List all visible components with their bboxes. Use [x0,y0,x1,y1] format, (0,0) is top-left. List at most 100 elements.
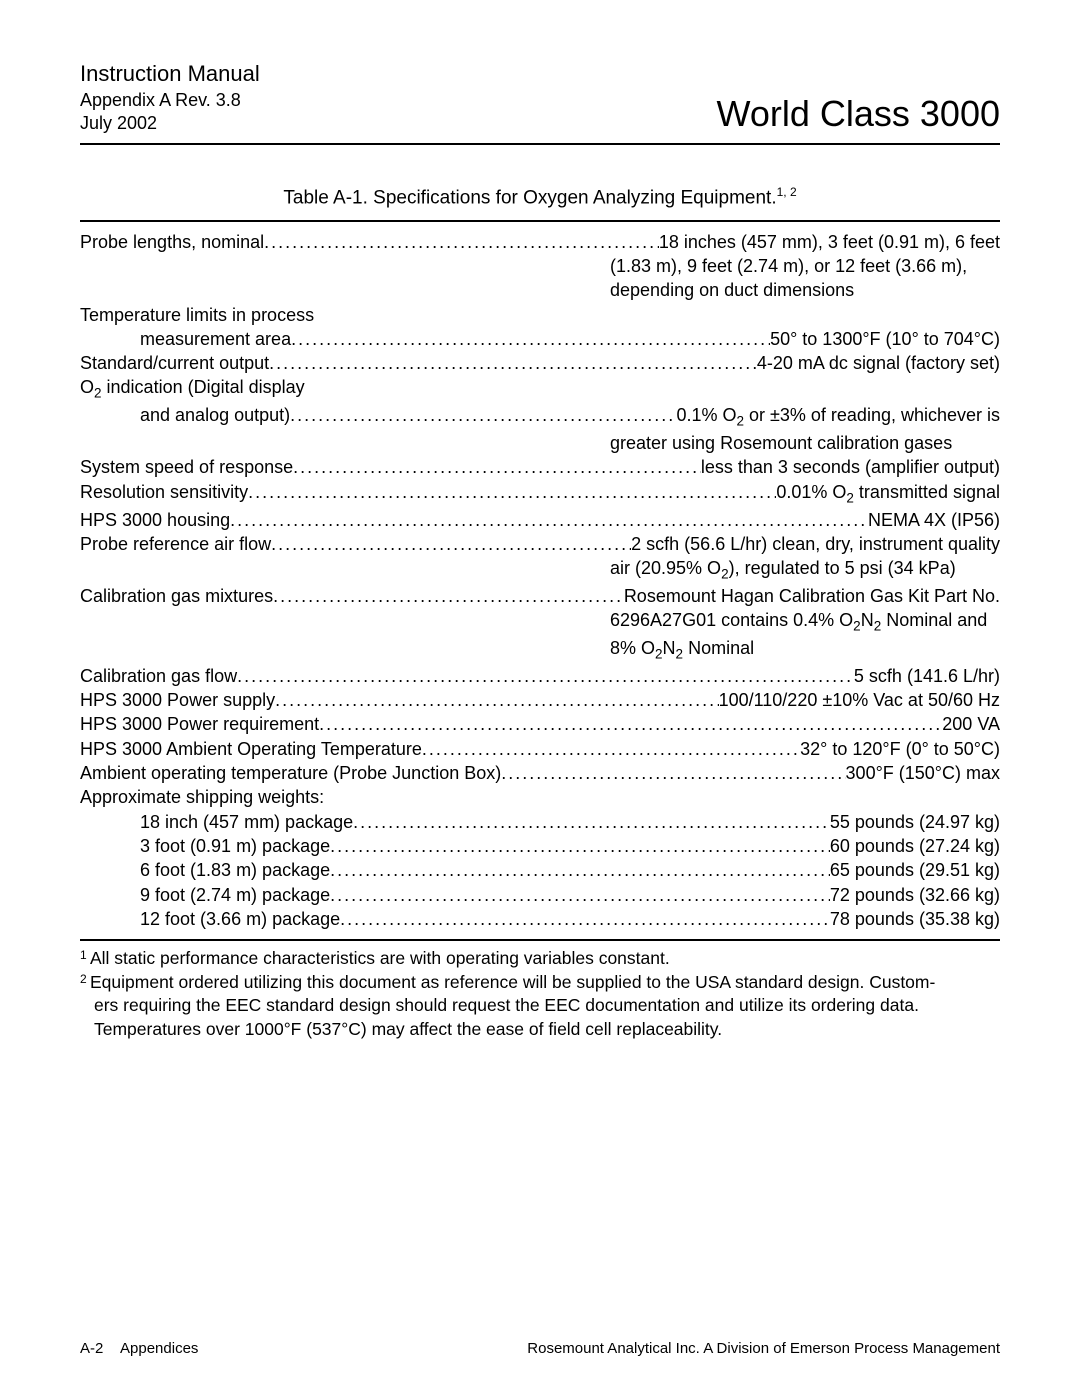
leader-dots: ........................................… [319,712,942,736]
spec-label: measurement area [80,327,291,351]
footer-section: Appendices [120,1340,198,1357]
spec-row: 9 foot (2.74 m) package.................… [80,883,1000,907]
header-date: July 2002 [80,112,260,135]
footnote-continuation: ers requiring the EEC standard design sh… [80,994,1000,1018]
leader-dots: ........................................… [291,327,770,351]
spec-row: Ambient operating temperature (Probe Jun… [80,761,1000,785]
footnote: 2Equipment ordered utilizing this docume… [80,971,1000,995]
page-footer: A-2 Appendices Rosemount Analytical Inc.… [80,1340,1000,1357]
leader-dots: ........................................… [230,508,868,532]
spec-value-continuation: 6296A27G01 contains 0.4% O2N2 Nominal an… [80,608,1000,636]
spec-value: 300°F (150°C) max [846,761,1000,785]
spec-value-continuation: greater using Rosemount calibration gase… [80,431,1000,455]
leader-dots: ........................................… [269,351,757,375]
specifications-table: Probe lengths, nominal .................… [80,220,1000,941]
spec-label: Calibration gas flow [80,664,237,688]
page-header: Instruction Manual Appendix A Rev. 3.8 J… [80,60,1000,145]
spec-row: Probe lengths, nominal .................… [80,230,1000,254]
spec-label: Temperature limits in process [80,303,314,327]
spec-value-continuation: depending on duct dimensions [80,278,1000,302]
manual-title: Instruction Manual [80,60,260,89]
table-title-text: Table A-1. Specifications for Oxygen Ana… [283,188,776,209]
footnotes-block: 1All static performance characteristics … [80,947,1000,1042]
footer-right: Rosemount Analytical Inc. A Division of … [527,1340,1000,1357]
spec-row: System speed of response................… [80,455,1000,479]
leader-dots: ........................................… [264,230,659,254]
spec-value: less than 3 seconds (amplifier output) [701,455,1000,479]
footnote-text: Equipment ordered utilizing this documen… [90,971,1000,995]
spec-row: HPS 3000 Power supply...................… [80,688,1000,712]
leader-dots: ........................................… [248,480,776,504]
spec-value: 0.1% O2 or ±3% of reading, whichever is [676,403,1000,431]
footnote-text: All static performance characteristics a… [90,947,1000,971]
leader-dots: ........................................… [271,532,631,556]
appendix-rev: Appendix A Rev. 3.8 [80,89,260,112]
spec-row: HPS 3000 Ambient Operating Temperature .… [80,737,1000,761]
spec-value: 0.01% O2 transmitted signal [776,480,1000,508]
leader-dots: ........................................… [290,403,676,427]
spec-label: Calibration gas mixtures [80,584,273,608]
leader-dots: ........................................… [501,761,845,785]
spec-label: Approximate shipping weights: [80,785,324,809]
spec-row: Calibration gas flow ...................… [80,664,1000,688]
leader-dots: ........................................… [293,455,701,479]
spec-value: NEMA 4X (IP56) [868,508,1000,532]
header-left-block: Instruction Manual Appendix A Rev. 3.8 J… [80,60,260,135]
spec-label: HPS 3000 Power supply [80,688,275,712]
spec-value: 200 VA [942,712,1000,736]
spec-value: 50° to 1300°F (10° to 704°C) [770,327,1000,351]
spec-label: Probe lengths, nominal [80,230,264,254]
leader-dots: ........................................… [330,883,830,907]
spec-label: Probe reference air flow [80,532,271,556]
spec-section-heading: O2 indication (Digital display [80,375,1000,403]
spec-value: Rosemount Hagan Calibration Gas Kit Part… [624,584,1000,608]
spec-label: O2 indication (Digital display [80,375,305,403]
spec-row: HPS 3000 housing........................… [80,508,1000,532]
footer-page-number: A-2 [80,1340,103,1357]
spec-value: 18 inches (457 mm), 3 feet (0.91 m), 6 f… [659,230,1000,254]
spec-value: 72 pounds (32.66 kg) [830,883,1000,907]
spec-label: 9 foot (2.74 m) package [80,883,330,907]
spec-label: 18 inch (457 mm) package [80,810,353,834]
spec-row: Calibration gas mixtures................… [80,584,1000,608]
footnote-continuation: Temperatures over 1000°F (537°C) may aff… [80,1018,1000,1042]
leader-dots: ........................................… [340,907,830,931]
spec-section-heading: Approximate shipping weights: [80,785,1000,809]
leader-dots: ........................................… [353,810,830,834]
spec-value: 32° to 120°F (0° to 50°C) [800,737,1000,761]
spec-label: HPS 3000 Ambient Operating Temperature [80,737,422,761]
spec-label: System speed of response [80,455,293,479]
spec-value: 60 pounds (27.24 kg) [830,834,1000,858]
spec-value-continuation: (1.83 m), 9 feet (2.74 m), or 12 feet (3… [80,254,1000,278]
spec-label: 3 foot (0.91 m) package [80,834,330,858]
leader-dots: ........................................… [275,688,718,712]
spec-value-continuation: 8% O2N2 Nominal [80,636,1000,664]
footnote-number: 1 [80,947,90,971]
spec-row: Standard/current output.................… [80,351,1000,375]
spec-row: 12 foot (3.66 m) package................… [80,907,1000,931]
spec-label: and analog output) [80,403,290,427]
spec-label: Ambient operating temperature (Probe Jun… [80,761,501,785]
spec-row: 18 inch (457 mm) package................… [80,810,1000,834]
spec-row: 6 foot (1.83 m) package.................… [80,858,1000,882]
spec-value: 5 scfh (141.6 L/hr) [854,664,1000,688]
spec-label: 6 foot (1.83 m) package [80,858,330,882]
table-title-superscript: 1, 2 [777,185,797,199]
leader-dots: ........................................… [273,584,624,608]
spec-row: HPS 3000 Power requirement..............… [80,712,1000,736]
spec-value: 100/110/220 ±10% Vac at 50/60 Hz [719,688,1000,712]
spec-value: 78 pounds (35.38 kg) [830,907,1000,931]
leader-dots: ........................................… [330,858,830,882]
spec-value: 2 scfh (56.6 L/hr) clean, dry, instrumen… [631,532,1000,556]
spec-row: measurement area .......................… [80,327,1000,351]
table-title: Table A-1. Specifications for Oxygen Ana… [80,185,1000,209]
leader-dots: ........................................… [422,737,800,761]
spec-label: HPS 3000 housing [80,508,230,532]
spec-label: Standard/current output [80,351,269,375]
footer-left: A-2 Appendices [80,1340,198,1357]
spec-row: 3 foot (0.91 m) package.................… [80,834,1000,858]
spec-value: 55 pounds (24.97 kg) [830,810,1000,834]
spec-row: Probe reference air flow ...............… [80,532,1000,556]
product-title: World Class 3000 [717,93,1000,135]
spec-label: Resolution sensitivity [80,480,248,504]
